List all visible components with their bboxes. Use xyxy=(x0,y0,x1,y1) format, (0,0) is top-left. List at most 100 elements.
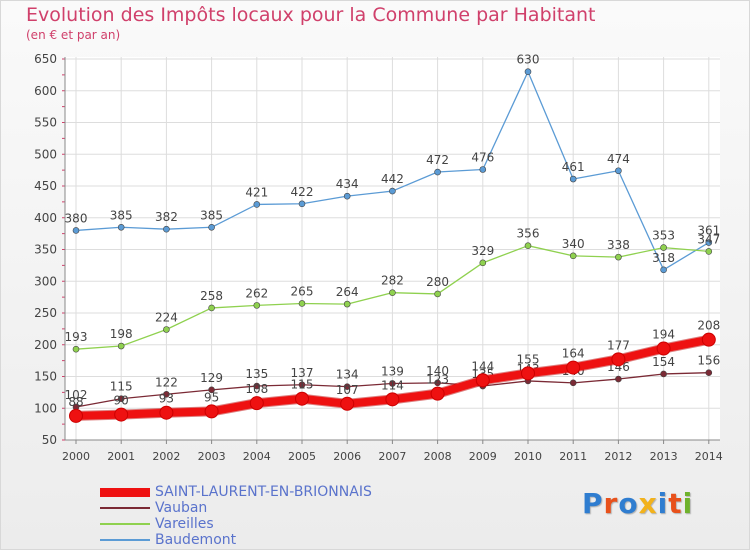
data-point xyxy=(385,392,400,407)
data-label: 193 xyxy=(65,330,88,344)
chart-subtitle: (en € et par an) xyxy=(26,28,121,42)
x-tick-label: 2008 xyxy=(424,450,452,463)
data-label: 194 xyxy=(652,328,675,342)
x-tick-label: 2000 xyxy=(62,450,90,463)
y-tick-label: 600 xyxy=(34,84,57,98)
data-point xyxy=(615,167,622,175)
legend-item: Baudemont xyxy=(100,532,372,548)
data-label: 93 xyxy=(159,392,174,406)
y-tick-label: 250 xyxy=(34,306,57,320)
legend-swatch xyxy=(100,539,150,541)
data-label: 102 xyxy=(65,388,88,402)
x-tick-label: 2014 xyxy=(695,450,723,463)
data-label: 380 xyxy=(65,211,88,225)
y-tick-label: 450 xyxy=(34,179,57,193)
legend: SAINT-LAURENT-EN-BRIONNAIS Vauban Vareille… xyxy=(100,484,372,548)
data-label: 122 xyxy=(155,375,178,389)
data-label: 382 xyxy=(155,210,178,224)
data-label: 135 xyxy=(245,367,268,381)
data-point xyxy=(434,379,441,387)
data-point xyxy=(117,395,125,403)
data-label: 123 xyxy=(426,373,449,387)
data-label: 108 xyxy=(245,382,268,396)
data-label: 224 xyxy=(155,311,178,325)
y-tick-label: 300 xyxy=(34,274,57,288)
data-label: 90 xyxy=(114,394,129,408)
legend-item: Vareilles xyxy=(100,516,372,532)
data-label: 264 xyxy=(336,285,359,299)
data-label: 107 xyxy=(336,383,359,397)
data-label: 198 xyxy=(110,327,133,341)
legend-label: Vareilles xyxy=(155,516,214,532)
data-label: 442 xyxy=(381,172,404,186)
data-label: 338 xyxy=(607,238,630,252)
legend-label: SAINT-LAURENT-EN-BRIONNAIS xyxy=(155,484,372,500)
data-label: 630 xyxy=(517,53,540,67)
data-point xyxy=(660,266,667,274)
data-point xyxy=(253,382,261,390)
data-label: 177 xyxy=(607,338,630,352)
legend-swatch xyxy=(100,487,150,497)
data-label: 318 xyxy=(652,251,675,265)
data-point xyxy=(163,225,170,233)
data-point xyxy=(117,342,125,350)
legend-item: SAINT-LAURENT-EN-BRIONNAIS xyxy=(100,484,372,500)
data-point xyxy=(569,175,577,183)
data-label: 347 xyxy=(697,232,720,246)
data-point xyxy=(343,383,351,390)
legend-label: Baudemont xyxy=(155,532,237,548)
data-point xyxy=(208,223,215,231)
data-point xyxy=(660,370,667,378)
data-point xyxy=(72,345,80,353)
data-point xyxy=(253,302,261,309)
data-point xyxy=(656,341,671,356)
data-point xyxy=(389,289,396,296)
data-point xyxy=(389,187,396,195)
proxiti-logo: Proxiti xyxy=(582,487,694,520)
x-tick-label: 2010 xyxy=(514,450,542,463)
y-tick-label: 350 xyxy=(34,243,57,257)
x-tick-label: 2006 xyxy=(333,450,361,463)
y-tick-label: 50 xyxy=(42,433,57,447)
data-label: 95 xyxy=(204,390,219,404)
x-tick-label: 2003 xyxy=(198,450,226,463)
x-tick-label: 2005 xyxy=(288,450,316,463)
data-label: 385 xyxy=(200,208,223,222)
data-label: 353 xyxy=(652,229,675,243)
data-point xyxy=(430,386,445,401)
data-label: 461 xyxy=(562,160,585,174)
x-tick-label: 2002 xyxy=(152,450,180,463)
data-label: 139 xyxy=(381,364,404,378)
legend-swatch xyxy=(100,507,150,509)
data-point xyxy=(566,360,581,375)
data-label: 134 xyxy=(336,368,359,382)
data-point xyxy=(701,332,716,347)
data-point xyxy=(569,379,577,387)
data-point xyxy=(343,300,351,308)
data-point xyxy=(521,366,535,381)
x-tick-label: 2007 xyxy=(378,450,406,463)
y-tick-label: 550 xyxy=(34,116,57,130)
data-point xyxy=(298,200,306,208)
data-label: 421 xyxy=(245,185,268,199)
data-point xyxy=(298,300,306,307)
data-label: 385 xyxy=(110,208,133,222)
x-tick-label: 2004 xyxy=(243,450,271,463)
data-label: 114 xyxy=(381,378,404,392)
y-tick-label: 150 xyxy=(34,370,57,384)
data-label: 472 xyxy=(426,153,449,167)
data-label: 258 xyxy=(200,289,223,303)
data-label: 115 xyxy=(110,380,133,394)
data-point xyxy=(660,244,667,251)
data-label: 208 xyxy=(697,319,720,333)
data-point xyxy=(72,227,80,234)
data-label: 476 xyxy=(471,150,494,164)
data-label: 422 xyxy=(291,185,314,199)
data-label: 282 xyxy=(381,274,404,288)
data-point xyxy=(479,259,487,267)
data-point xyxy=(434,168,441,176)
data-point xyxy=(253,201,261,208)
data-point xyxy=(705,369,713,376)
data-label: 164 xyxy=(562,347,585,361)
